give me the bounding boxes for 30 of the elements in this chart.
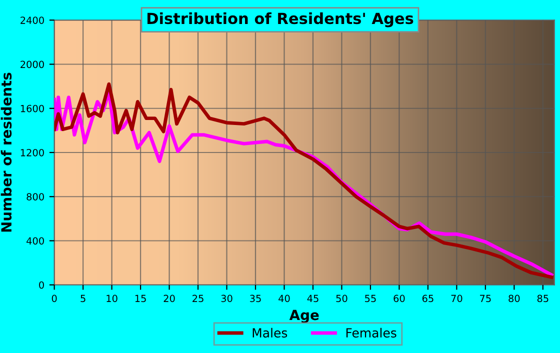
y-tick-label: 1600 xyxy=(20,104,44,112)
y-tick-label: 400 xyxy=(26,237,44,245)
y-tick-label: 1200 xyxy=(20,148,44,156)
chart-title: Distribution of Residents' Ages xyxy=(147,12,414,28)
x-tick-label: 75 xyxy=(480,294,491,302)
x-tick-label: 0 xyxy=(52,294,57,302)
x-tick-label: 60 xyxy=(394,294,405,302)
x-axis-title: Age xyxy=(289,310,319,323)
x-tick-label: 25 xyxy=(192,294,204,302)
x-tick-label: 65 xyxy=(422,294,434,302)
y-tick-label: 2400 xyxy=(20,16,44,24)
x-tick-label: 15 xyxy=(135,294,146,302)
x-tick-label: 45 xyxy=(307,294,318,302)
x-tick-label: 5 xyxy=(80,294,86,302)
x-tick-label: 70 xyxy=(451,294,462,302)
x-tick-label: 30 xyxy=(221,294,232,302)
y-tick-label: 0 xyxy=(39,281,44,289)
x-tick-label: 85 xyxy=(537,294,548,302)
y-axis-title: Number of residents xyxy=(0,72,12,232)
x-tick-label: 40 xyxy=(278,294,290,302)
x-tick-label: 80 xyxy=(508,294,520,302)
x-tick-label: 20 xyxy=(164,294,175,302)
legend-label: Females xyxy=(346,328,396,338)
y-tick-label: 2000 xyxy=(20,60,44,68)
y-tick-label: 800 xyxy=(26,193,44,200)
legend-label: Males xyxy=(252,328,288,338)
x-tick-label: 55 xyxy=(365,294,376,302)
x-tick-label: 50 xyxy=(336,294,348,302)
x-tick-label: 35 xyxy=(250,294,261,302)
x-tick-label: 10 xyxy=(106,294,118,302)
